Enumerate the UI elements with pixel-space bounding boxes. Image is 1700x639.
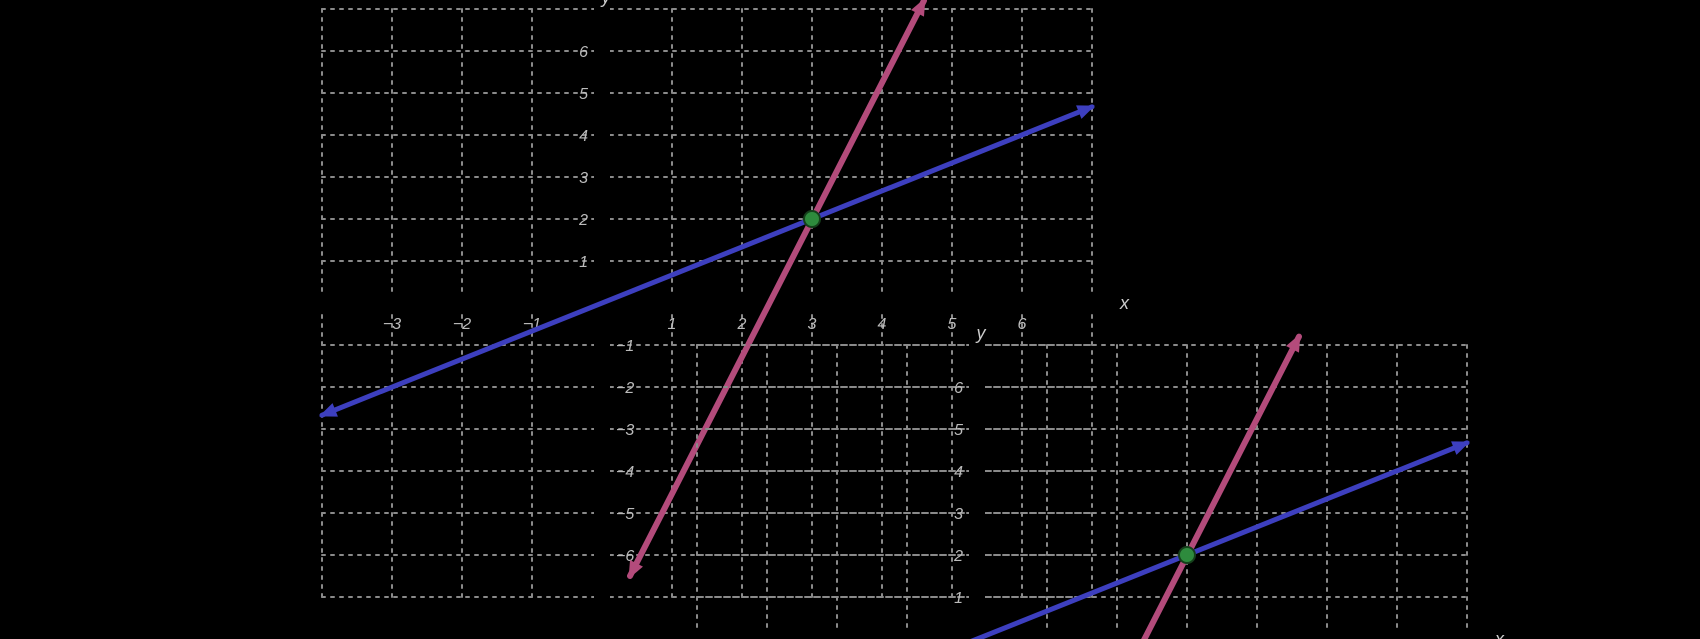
y-tick-label: 6 — [954, 380, 963, 397]
y-tick-label: 5 — [579, 86, 588, 103]
y-tick-label: 3 — [954, 506, 963, 523]
x-tick-label: 4 — [878, 316, 887, 333]
x-tick-label: −3 — [383, 316, 401, 333]
y-tick-label: 1 — [954, 590, 963, 607]
y-tick-label: 4 — [579, 128, 588, 145]
y-tick-label: −5 — [616, 506, 634, 523]
y-tick-label: 4 — [954, 464, 963, 481]
y-tick-label: 6 — [579, 44, 588, 61]
y-tick-label: 1 — [579, 254, 588, 271]
intersection-point — [804, 211, 820, 227]
x-tick-label: −2 — [453, 316, 471, 333]
y-tick-label: 2 — [953, 548, 963, 565]
y-tick-label: −2 — [616, 380, 634, 397]
x-axis-label: x — [1494, 629, 1505, 639]
y-tick-label: −4 — [616, 464, 634, 481]
x-tick-label: 6 — [1018, 316, 1027, 333]
y-tick-label: −3 — [616, 422, 634, 439]
y-tick-label: 3 — [579, 170, 588, 187]
intersection-point — [1179, 547, 1195, 563]
y-axis-label: y — [975, 323, 987, 343]
x-tick-label: 2 — [737, 316, 747, 333]
y-tick-label: −1 — [616, 338, 634, 355]
x-tick-label: 5 — [948, 316, 957, 333]
x-tick-label: 1 — [668, 316, 677, 333]
y-tick-label: 5 — [954, 422, 963, 439]
background — [0, 0, 1700, 639]
chart-canvas: −3−2−1123456123456−1−2−3−4−5−6yx−3−2−112… — [0, 0, 1700, 639]
x-axis-label: x — [1119, 293, 1130, 313]
y-axis-label: y — [600, 0, 612, 7]
y-tick-label: 2 — [578, 212, 588, 229]
x-tick-label: 3 — [808, 316, 817, 333]
